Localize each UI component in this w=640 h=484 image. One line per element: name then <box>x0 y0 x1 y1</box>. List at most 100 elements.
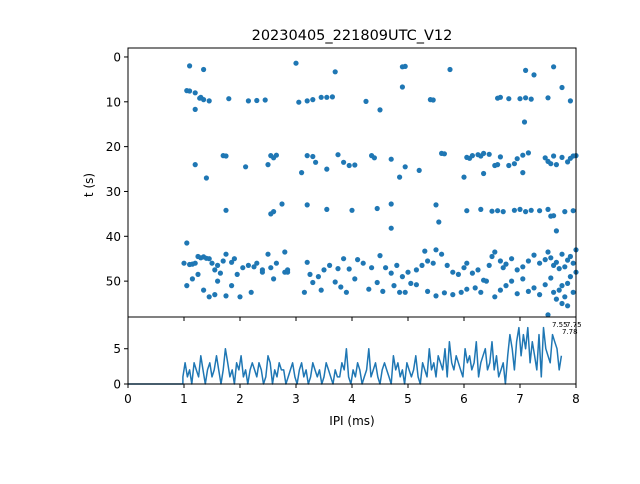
scatter-point <box>497 154 503 160</box>
scatter-point <box>329 94 335 100</box>
scatter-point <box>352 276 358 282</box>
scatter-point <box>486 262 492 268</box>
scatter-point <box>223 153 229 159</box>
scatter-point <box>201 97 207 103</box>
scatter-point <box>335 266 341 272</box>
scatter-point <box>486 151 492 157</box>
scatter-point <box>229 283 235 289</box>
scatter-point <box>237 294 243 300</box>
scatter-point <box>201 66 207 73</box>
scatter-point <box>245 98 251 104</box>
scatter-point <box>184 283 190 289</box>
scatter-point <box>565 257 571 263</box>
scatter-point <box>327 262 333 268</box>
scatter-point <box>525 288 532 294</box>
scatter-point <box>570 260 576 266</box>
scatter-point <box>450 292 456 298</box>
scatter-point <box>464 208 470 214</box>
scatter-point <box>265 251 271 257</box>
scatter-point <box>402 289 408 295</box>
scatter-point <box>206 294 212 300</box>
scatter-point <box>192 162 198 168</box>
scatter-point <box>551 289 557 295</box>
scatter-point <box>425 288 431 294</box>
scatter-point <box>273 260 279 266</box>
top-y-tick-label: 50 <box>106 275 121 289</box>
scatter-point <box>402 63 408 69</box>
scatter-point <box>366 286 372 292</box>
scatter-point <box>254 97 260 104</box>
scatter-point <box>559 154 565 160</box>
scatter-point <box>380 288 386 294</box>
scatter-points <box>181 60 579 318</box>
scatter-point <box>273 152 279 158</box>
bottom-x-tick-label: 7 <box>516 392 524 406</box>
scatter-point <box>537 292 543 298</box>
scatter-point <box>248 289 254 295</box>
scatter-point <box>341 256 347 262</box>
scatter-point <box>521 119 528 125</box>
scatter-point <box>570 289 576 295</box>
scatter-point <box>413 282 419 288</box>
scatter-point <box>215 278 221 284</box>
scatter-point <box>304 98 310 104</box>
scatter-point <box>422 248 428 254</box>
scatter-point <box>567 253 574 260</box>
scatter-point <box>511 207 517 213</box>
scatter-point <box>503 283 509 289</box>
scatter-point <box>181 260 187 266</box>
scatter-point <box>310 279 316 286</box>
scatter-point <box>511 161 517 167</box>
scatter-point <box>187 88 193 94</box>
scatter-point <box>212 292 218 298</box>
scatter-point <box>472 285 478 291</box>
scatter-point <box>192 260 198 266</box>
scatter-point <box>514 156 520 162</box>
peak-annotation: 7.55 <box>552 321 568 329</box>
scatter-point <box>542 155 548 161</box>
scatter-point <box>304 202 310 208</box>
scatter-point <box>567 98 574 104</box>
scatter-point <box>461 265 467 271</box>
scatter-point <box>399 84 405 90</box>
scatter-point <box>192 90 198 96</box>
scatter-point <box>461 174 467 180</box>
scatter-point <box>209 260 215 266</box>
scatter-point <box>425 258 431 264</box>
scatter-point <box>551 153 557 159</box>
scatter-point <box>399 274 405 280</box>
scatter-point <box>450 269 456 275</box>
scatter-point <box>413 267 419 273</box>
scatter-point <box>223 293 229 299</box>
scatter-point <box>523 67 529 73</box>
scatter-point <box>514 267 520 273</box>
scatter-point <box>506 162 512 169</box>
scatter-point <box>187 63 193 69</box>
scatter-point <box>416 167 422 173</box>
scatter-point <box>525 258 532 264</box>
scatter-point <box>251 264 257 270</box>
scatter-point <box>217 270 223 276</box>
chart-title: 20230405_221809UTC_V12 <box>252 28 453 44</box>
scatter-point <box>567 274 574 280</box>
scatter-point <box>509 278 515 284</box>
scatter-point <box>441 290 447 296</box>
scatter-point <box>548 161 554 167</box>
scatter-point <box>483 278 489 284</box>
scatter-point <box>464 260 470 266</box>
peak-annotation: 7.75 <box>566 321 582 329</box>
scatter-point <box>338 284 344 290</box>
scatter-point <box>321 267 327 273</box>
scatter-point <box>433 293 439 299</box>
scatter-point <box>481 170 487 177</box>
scatter-point <box>489 253 495 260</box>
scatter-point <box>556 287 562 293</box>
scatter-point <box>481 150 487 156</box>
histogram-line <box>128 326 563 385</box>
top-y-tick-label: 10 <box>106 95 121 109</box>
scatter-point <box>223 207 229 213</box>
scatter-point <box>553 259 560 265</box>
scatter-point <box>206 256 212 262</box>
scatter-point <box>226 96 232 102</box>
